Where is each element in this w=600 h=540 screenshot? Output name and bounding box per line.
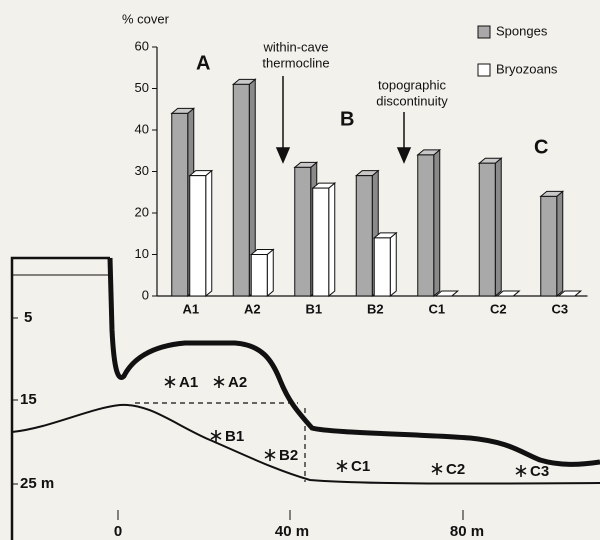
bar	[355, 175, 373, 297]
x-tick-label: C3	[551, 301, 568, 316]
y-tick-label: 60	[135, 38, 149, 53]
bar-side	[266, 248, 274, 298]
asterisk-stroke	[336, 462, 348, 470]
asterisk-stroke	[431, 465, 443, 473]
y-tick-label: 10	[135, 246, 149, 261]
x-tick-label: C2	[490, 301, 507, 316]
y-tick-label: 50	[135, 80, 149, 95]
station-marker	[431, 463, 443, 475]
bar	[294, 166, 312, 297]
zone-label: A	[196, 52, 210, 74]
zone-label: C	[534, 136, 548, 158]
bar	[189, 175, 207, 297]
asterisk-stroke	[164, 378, 176, 386]
zone-label: B	[340, 108, 354, 130]
x-tick-label: A1	[182, 301, 199, 316]
y-axis-label: % cover	[122, 11, 170, 26]
distance-label: 40 m	[275, 523, 309, 540]
asterisk-stroke	[213, 378, 225, 386]
bar	[478, 162, 496, 297]
depth-label: 25 m	[20, 475, 54, 492]
x-tick-label: B1	[305, 301, 322, 316]
depth-label: 5	[24, 309, 32, 326]
annotation: within-cave	[262, 39, 328, 54]
station-label: C3	[530, 463, 549, 480]
bar-side	[556, 190, 564, 298]
bar-top	[495, 290, 521, 297]
bar	[540, 195, 558, 297]
asterisk-stroke	[210, 432, 222, 440]
bar	[417, 154, 435, 297]
depth-label: 15	[20, 391, 37, 408]
bar-top	[434, 290, 460, 297]
station-marker	[264, 449, 276, 461]
station-label: C1	[351, 458, 370, 475]
station-label: B2	[279, 447, 298, 464]
arrows	[275, 76, 412, 164]
station-marker	[164, 376, 176, 388]
distance-label: 80 m	[450, 523, 484, 540]
station-marker	[336, 460, 348, 472]
legend-label: Sponges	[496, 23, 548, 38]
station-marker	[213, 376, 225, 388]
station-marker	[515, 465, 527, 477]
x-tick-label: C1	[428, 301, 445, 316]
bar	[171, 112, 189, 297]
y-tick-label: 40	[135, 121, 149, 136]
y-tick-label: 0	[142, 287, 149, 302]
y-tick-label: 20	[135, 204, 149, 219]
bar-side	[205, 169, 213, 298]
annotation: topographic	[378, 77, 446, 92]
station-label: A2	[228, 374, 247, 391]
bar-side	[328, 182, 336, 298]
annotation: thermocline	[262, 55, 329, 70]
bar	[373, 237, 391, 297]
legend-label: Bryozoans	[496, 61, 558, 76]
station-label: A1	[179, 374, 198, 391]
station-label: C2	[446, 461, 465, 478]
bar-side	[389, 231, 397, 298]
station-marker	[210, 430, 222, 442]
station-label: B1	[225, 428, 244, 445]
bar-top	[557, 290, 583, 297]
legend-swatch	[477, 63, 491, 77]
bar	[232, 83, 250, 297]
x-tick-label: A2	[244, 301, 261, 316]
x-tick-label: B2	[367, 301, 384, 316]
bar-side	[433, 148, 441, 298]
asterisk-stroke	[264, 451, 276, 459]
asterisk-stroke	[515, 467, 527, 475]
bar	[250, 254, 268, 297]
bar	[312, 187, 330, 297]
bar-side	[494, 157, 502, 298]
distance-label: 0	[114, 523, 122, 540]
annotation: discontinuity	[376, 93, 448, 108]
cave-profile	[10, 256, 600, 540]
y-tick-label: 30	[135, 163, 149, 178]
legend-swatch	[477, 25, 491, 39]
